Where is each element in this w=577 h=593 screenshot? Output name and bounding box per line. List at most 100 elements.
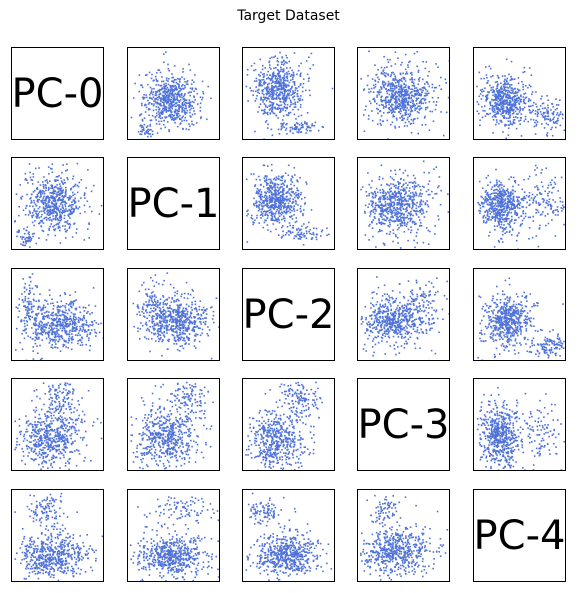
data-point [24, 238, 26, 240]
data-point [410, 196, 412, 198]
data-point [396, 217, 398, 220]
data-point [504, 218, 507, 221]
data-point [293, 205, 295, 207]
data-point [410, 229, 413, 232]
data-point [369, 215, 371, 217]
data-point [182, 71, 184, 73]
data-point [280, 88, 283, 91]
data-point [277, 95, 279, 97]
data-point [171, 76, 173, 79]
data-point [268, 60, 271, 63]
data-point [265, 192, 268, 194]
data-point [170, 98, 173, 101]
data-point [396, 224, 399, 227]
data-point [431, 86, 434, 89]
data-point [511, 218, 513, 221]
data-point [194, 113, 196, 115]
data-point [529, 99, 532, 102]
data-point [505, 96, 508, 98]
data-point [489, 181, 492, 184]
data-point [519, 117, 522, 119]
data-point [528, 67, 531, 69]
data-point [492, 208, 495, 211]
data-point [271, 212, 273, 215]
data-point [275, 85, 278, 88]
data-point [403, 109, 405, 111]
data-point [397, 186, 400, 188]
data-point [393, 195, 395, 197]
data-point [488, 204, 491, 206]
data-point [499, 101, 502, 104]
data-point [293, 210, 296, 212]
data-point [541, 123, 543, 125]
data-point [511, 96, 514, 99]
data-point [28, 236, 30, 238]
data-point [185, 105, 187, 108]
data-point [547, 118, 549, 121]
data-point [407, 66, 409, 68]
data-point [378, 78, 380, 81]
data-point [502, 100, 504, 103]
data-point [288, 205, 290, 207]
data-point [547, 99, 549, 101]
data-point [58, 221, 61, 224]
data-point [264, 210, 266, 212]
data-point [380, 71, 383, 74]
data-point [276, 63, 279, 66]
data-point [284, 181, 286, 183]
data-point [59, 196, 61, 199]
data-point [93, 184, 95, 187]
data-point [484, 196, 487, 198]
data-point [49, 205, 52, 208]
data-point [367, 172, 369, 174]
data-point [512, 122, 515, 124]
data-point [172, 93, 174, 96]
data-point [386, 211, 388, 213]
data-point [489, 84, 491, 87]
data-point [48, 214, 50, 216]
data-point [179, 98, 182, 101]
data-point [391, 82, 393, 84]
data-point [506, 86, 508, 89]
data-point [150, 77, 153, 80]
data-point [372, 209, 375, 211]
data-point [522, 96, 525, 98]
data-point [372, 193, 374, 196]
data-point [405, 187, 408, 189]
data-point [371, 180, 373, 182]
data-point [88, 222, 90, 224]
data-point [407, 221, 409, 224]
data-point [495, 97, 498, 100]
data-point [190, 91, 192, 93]
data-point [492, 99, 495, 101]
data-point [251, 214, 253, 217]
data-point [492, 132, 494, 134]
data-point [393, 185, 396, 188]
data-point [411, 94, 413, 97]
data-point [379, 215, 382, 218]
data-point [264, 111, 267, 114]
data-point [269, 101, 272, 103]
data-point [268, 188, 270, 191]
data-point [277, 198, 279, 200]
data-point [481, 187, 484, 189]
data-point [285, 129, 287, 131]
data-point [35, 216, 38, 218]
data-point [552, 210, 555, 212]
data-point [254, 219, 256, 221]
data-point [193, 95, 195, 98]
scatter-plot [360, 160, 449, 249]
data-point [422, 89, 424, 92]
data-point [389, 83, 391, 86]
data-point [391, 111, 393, 114]
data-point [503, 87, 506, 89]
data-point [371, 221, 373, 223]
data-point [267, 214, 269, 217]
data-point [536, 186, 539, 189]
data-point [137, 131, 140, 133]
data-point [18, 206, 20, 208]
data-point [488, 235, 490, 237]
data-point [481, 202, 483, 204]
data-point [286, 79, 289, 82]
data-point [283, 122, 285, 124]
